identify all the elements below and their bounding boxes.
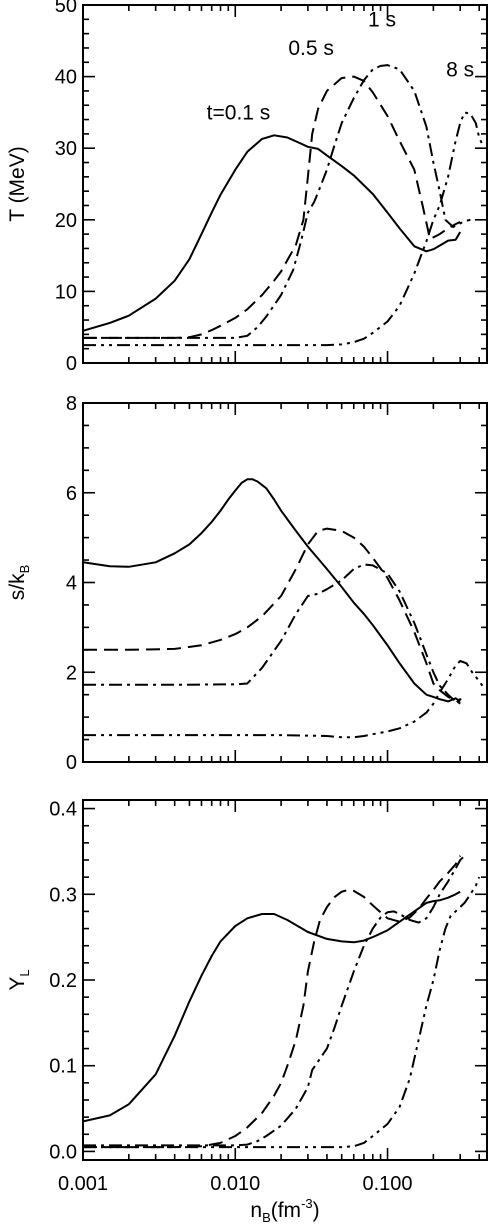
- y-tick-label: 0.1: [49, 1056, 77, 1078]
- curve-dashdotdot: [83, 111, 484, 347]
- y-tick-label: 8: [66, 393, 77, 415]
- curve-dashdot: [83, 64, 471, 339]
- panel-1: 0 10 20 30 40 50 T (MeV) t=0.1 s 0.5 s 1 s 8 s: [6, 0, 488, 375]
- curve-time-label: t=0.1 s: [207, 102, 271, 125]
- curve-dashdot: [83, 563, 466, 705]
- plot-frame: [82, 799, 488, 1161]
- y-tick-label: 2: [66, 662, 77, 684]
- curve-time-label: 0.5 s: [288, 37, 334, 60]
- y-tick-label: 6: [66, 483, 77, 505]
- curve-dashdotdot: [83, 876, 481, 1149]
- y-tick-label: 4: [66, 573, 77, 595]
- y-tick-label: 0.2: [49, 970, 77, 992]
- x-tick-label: 0.001: [58, 1173, 108, 1195]
- curve-dashed: [83, 527, 461, 705]
- y-axis-title: s/kB: [6, 565, 32, 601]
- plot-frame: [82, 4, 488, 364]
- x-tick-label: 0.100: [363, 1173, 413, 1195]
- y-axis-title: T (MeV): [6, 146, 29, 221]
- curve-solid: [83, 134, 462, 332]
- x-axis-title: nB(fm-3): [250, 1196, 319, 1225]
- plot-frame: [82, 402, 488, 763]
- y-tick-label: 0.3: [49, 884, 77, 906]
- y-tick-label: 30: [55, 138, 77, 160]
- y-axis-title: YL: [6, 969, 32, 990]
- curve-dashed: [83, 855, 462, 1149]
- y-tick-label: 0: [66, 752, 77, 774]
- y-tick-label: 0: [66, 353, 77, 375]
- curve-solid: [83, 890, 461, 1123]
- y-tick-label: 0.0: [49, 1141, 77, 1163]
- panel-2: 0 2 4 6 8 s/kB: [6, 393, 488, 774]
- curve-dashdotdot: [83, 660, 484, 739]
- x-tick-label: 0.010: [210, 1173, 260, 1195]
- curve-time-label: 8 s: [446, 59, 474, 82]
- curve-time-label: 1 s: [368, 8, 396, 31]
- curve-dashed: [83, 75, 461, 339]
- panel-3: 0.0 0.1 0.2 0.3 0.4 0.001 0.010 0.100 YL nB(fm-3): [6, 799, 488, 1225]
- curve-solid: [83, 478, 461, 703]
- curve-dashdot: [83, 853, 468, 1147]
- y-tick-label: 50: [55, 0, 77, 17]
- y-tick-label: 0.4: [49, 799, 77, 821]
- y-tick-label: 40: [55, 67, 77, 89]
- y-tick-label: 10: [55, 281, 77, 303]
- y-tick-label: 20: [55, 210, 77, 232]
